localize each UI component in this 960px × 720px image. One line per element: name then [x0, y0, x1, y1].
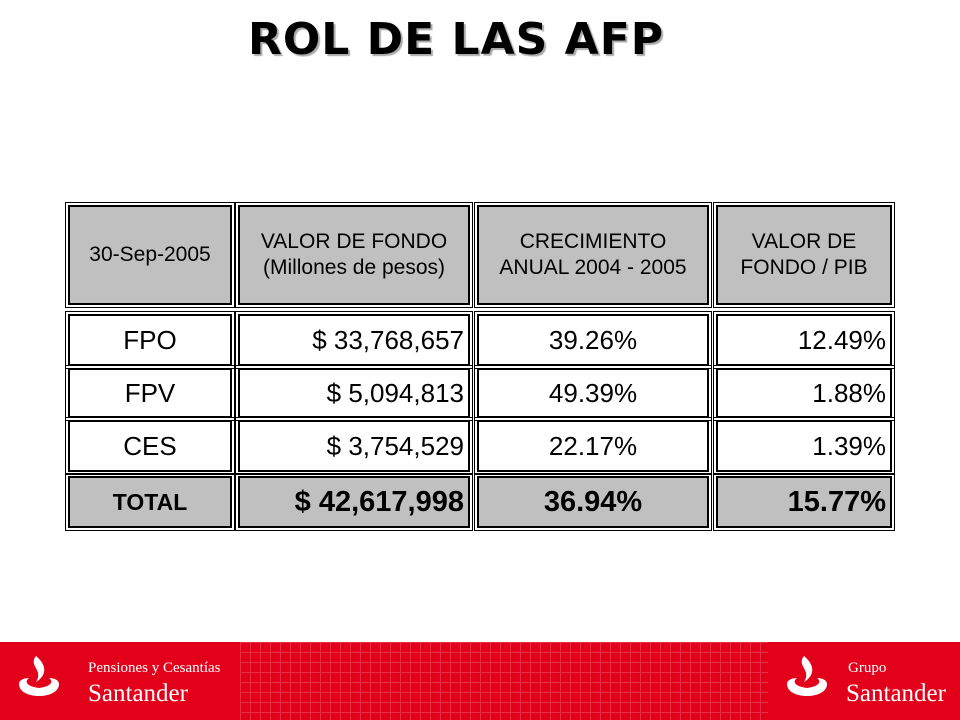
footer-right-brand-line2: Santander: [846, 680, 946, 707]
header-date-text: 30-Sep-2005: [89, 243, 211, 266]
row-total-growth: 36.94%: [474, 473, 712, 531]
row-ces-label: CES: [65, 417, 235, 475]
header-fund-gdp-line2: FONDO / PIB: [740, 256, 868, 279]
row-fpo-growth: 39.26%: [474, 311, 712, 369]
row-ces-fund-value: $ 3,754,529: [235, 417, 473, 475]
row-fpv-fund-value: $ 5,094,813: [235, 365, 473, 421]
row-total-fund-value: $ 42,617,998: [235, 473, 473, 531]
row-ces-growth: 22.17%: [474, 417, 712, 475]
row-ces-fund-gdp: 1.39%: [713, 417, 895, 475]
header-fund-value-line1: VALOR DE FONDO: [260, 230, 448, 253]
footer-left-brand-line1: Pensiones y Cesantías: [88, 660, 221, 676]
footer-grid-pattern: [240, 642, 768, 720]
header-date: 30-Sep-2005: [65, 202, 235, 308]
header-annual-growth-line2: ANUAL 2004 - 2005: [499, 256, 687, 279]
row-fpo-fund-value: $ 33,768,657: [235, 311, 473, 369]
header-fund-gdp: VALOR DE FONDO / PIB: [713, 202, 895, 308]
footer-right-brand-line1: Grupo: [848, 660, 887, 676]
row-total-label: TOTAL: [65, 473, 235, 531]
header-fund-gdp-line1: VALOR DE: [751, 230, 857, 253]
row-fpv-fund-gdp: 1.88%: [713, 365, 895, 421]
footer-left-brand-line2: Santander: [88, 680, 188, 707]
santander-flame-icon: [19, 656, 59, 696]
header-annual-growth-line1: CRECIMIENTO: [519, 230, 667, 253]
footer-bar: Pensiones y Cesantías Santander Grupo Sa…: [0, 642, 960, 720]
row-total-fund-gdp: 15.77%: [713, 473, 895, 531]
header-fund-value-line2: (Millones de pesos): [262, 256, 446, 279]
header-annual-growth: CRECIMIENTO ANUAL 2004 - 2005: [474, 202, 712, 308]
row-fpo-label: FPO: [65, 311, 235, 369]
row-fpv-growth: 49.39%: [474, 365, 712, 421]
page-title: ROL DE LAS AFP: [248, 14, 664, 65]
row-fpo-fund-gdp: 12.49%: [713, 311, 895, 369]
santander-flame-icon: [787, 656, 827, 696]
row-fpv-label: FPV: [65, 365, 235, 421]
header-fund-value: VALOR DE FONDO (Millones de pesos): [235, 202, 473, 308]
